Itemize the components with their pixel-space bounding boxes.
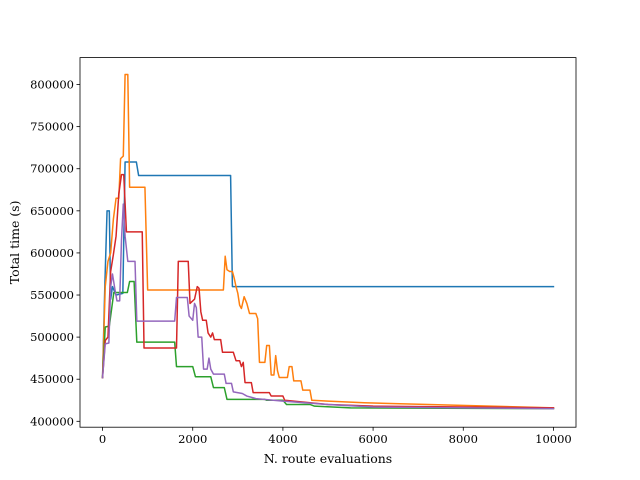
x-axis-label: N. route evaluations	[264, 451, 392, 466]
y-tick-label: 650000	[30, 204, 74, 218]
series-line-3	[101, 280, 555, 410]
y-axis-ticks: 400000 450000 500000 550000 600000 650000 7000…	[30, 78, 80, 428]
plot-frame	[79, 57, 577, 428]
y-axis-label: Total time (s)	[7, 201, 22, 285]
x-tick-label: 8000	[449, 432, 478, 446]
y-tick-label: 700000	[30, 162, 74, 176]
x-tick-label: 10000	[535, 432, 572, 446]
x-axis-ticks: 0 2000 4000 6000 8000 10000	[99, 427, 572, 446]
x-tick-label: 0	[99, 432, 106, 446]
y-tick-label: 500000	[30, 330, 74, 344]
y-tick-label: 550000	[30, 288, 74, 302]
y-tick-label: 450000	[30, 372, 74, 386]
y-tick-label: 750000	[30, 120, 74, 134]
series-layer	[101, 73, 555, 410]
y-tick-label: 600000	[30, 246, 74, 260]
x-tick-label: 6000	[358, 432, 387, 446]
x-tick-label: 2000	[178, 432, 207, 446]
series-line-5	[101, 203, 555, 410]
y-tick-label: 400000	[30, 414, 74, 428]
series-line-2	[101, 73, 555, 409]
series-line-4	[101, 173, 555, 409]
y-tick-label: 800000	[30, 78, 74, 92]
x-tick-label: 4000	[268, 432, 297, 446]
